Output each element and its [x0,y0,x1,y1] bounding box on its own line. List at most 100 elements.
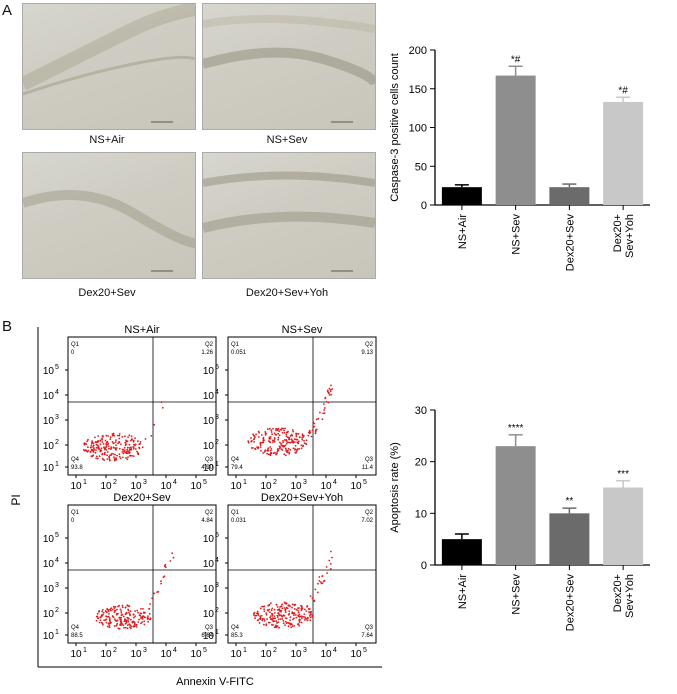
flow-event-dot [268,608,271,611]
flow-event-dot [287,613,290,616]
micrograph-ns-sev-texture [203,15,375,123]
flow-event-dot [106,451,109,453]
flow-event-dot [250,447,253,449]
flow-event-dot [123,626,125,629]
flow-event-dot [107,622,110,625]
flow-event-dot [252,433,255,436]
flow-event-dot [126,458,129,461]
flow-event-dot [121,604,124,607]
flow-event-dot [281,618,284,620]
flow-event-dot [329,568,332,570]
flow-event-dot [267,604,270,607]
flow-event-dot [325,400,328,403]
flow-xtick-base: 10 [290,649,302,660]
flow-event-dot [307,434,310,437]
flow-event-dot [297,609,299,612]
flow-q4-value: 85.3 [231,633,243,639]
flow-ytick-base: 10 [43,391,55,402]
flow-event-dot [303,442,306,445]
caspase-significance: *# [511,54,521,65]
flow-event-dot [330,384,332,387]
flow-event-dot [316,591,319,594]
apoptosis-bar [495,446,536,565]
flow-plot-frame [227,336,377,476]
flow-event-dot [112,446,115,449]
flow-event-dot [263,618,265,621]
flow-ytick-exp: 3 [55,414,59,421]
flow-ytick-base: 10 [203,366,215,377]
flow-q2-label: Q2 [365,510,374,516]
apoptosis-ytick-label: 20 [415,457,427,469]
caspase-ytick-label: 50 [415,161,427,173]
flow-event-dot [303,619,306,621]
flow-event-dot [267,621,270,624]
caspase-category-line: Sev+Yoh [624,214,636,258]
flow-event-dot [113,459,116,462]
flow-event-dot [101,435,104,438]
flow-event-dot [297,440,300,443]
flow-event-dot [120,610,123,612]
flow-event-dot [283,429,285,432]
flow-event-dot [116,622,119,625]
flow-event-dot [300,604,302,607]
flow-event-dot [91,449,94,452]
flow-ytick-base: 10 [43,416,55,427]
flow-event-dot [263,623,265,626]
flow-event-dot [280,444,283,447]
flow-event-dot [133,622,136,625]
flow-event-dot [270,602,272,604]
flow-event-dot [114,609,116,612]
flow-plot-title: Dex20+Sev [113,492,171,504]
flow-event-dot [94,436,96,439]
flow-event-dot [262,452,264,454]
flow-q1-value: 0.031 [231,518,247,524]
flow-event-dot [279,618,282,620]
flow-event-dot [308,608,311,610]
flow-event-dot [96,455,98,458]
flow-event-dot [263,610,266,612]
flow-event-dot [302,444,305,447]
micrograph-ns-air-texture [23,4,195,123]
flow-event-dot [172,556,175,559]
flow-ytick-base: 10 [203,463,215,474]
flow-event-dot [134,437,137,439]
flow-event-dot [97,440,100,442]
flow-event-dot [103,447,106,450]
flow-event-dot [275,626,278,629]
flow-event-dot [296,432,298,435]
flow-event-dot [281,431,284,434]
apoptosis-significance: *** [617,469,629,480]
flow-plot-title: Dex20+Sev+Yoh [261,492,343,504]
flow-event-dot [119,457,122,460]
flow-xtick-exp: 1 [243,479,247,486]
flow-event-dot [273,612,276,614]
micrograph-dex20-sev-texture [23,190,195,272]
flow-xtick-base: 10 [230,481,242,492]
flow-event-dot [277,449,280,452]
caspase-category-label: Dex20+Sev+Yoh [612,214,636,258]
flow-xlabel: Annexin V-FITC [176,676,254,688]
flow-ytick-base: 10 [203,441,215,452]
flow-event-dot [142,615,145,618]
flow-event-dot [103,459,106,461]
flow-event-dot [293,625,296,627]
flow-event-dot [130,625,133,628]
flow-event-dot [266,428,269,431]
flow-xtick-exp: 2 [113,647,117,654]
flow-event-dot [306,619,309,622]
flow-event-dot [309,616,312,619]
flow-event-dot [262,441,265,444]
flow-event-dot [101,438,104,441]
flow-event-dot [283,601,286,604]
flow-event-dot [113,618,116,621]
flow-event-dot [160,401,163,404]
flow-event-dot [140,612,143,615]
flow-event-dot [278,626,280,629]
flow-event-dot [140,617,143,620]
flow-event-dot [149,617,152,620]
flow-event-dot [123,620,126,623]
flow-event-dot [156,591,159,593]
flow-event-dot [139,614,142,617]
flow-q2-value: 1.26 [201,350,213,356]
